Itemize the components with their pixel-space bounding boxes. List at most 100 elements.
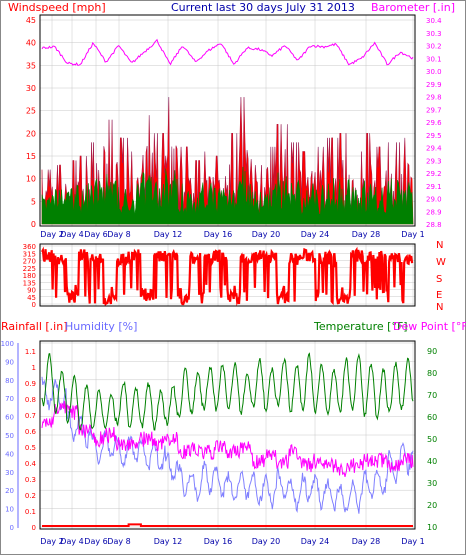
humidity-tick-label: 90	[5, 358, 14, 366]
panel1-frame	[39, 14, 416, 227]
humidity-tick-label: 80	[5, 377, 14, 385]
barometer-tick-label: 30.1	[426, 55, 442, 63]
windspeed-tick-label: 45	[26, 16, 36, 25]
rainfall-ticks: 0 0.1 0.2 0.3 0.4 0.5 0.6 0.7 0.8 0.9 1 1.1	[25, 348, 37, 532]
x-tick-label: Day 24	[301, 230, 330, 239]
compass-label: W	[436, 257, 446, 268]
direction-tick-label: 135	[23, 279, 36, 287]
x-tick-label: Day 28	[352, 537, 381, 546]
windspeed-tick-label: 10	[26, 175, 36, 184]
x-tick-label: Day 16	[204, 537, 233, 546]
temperature-axis-label: Temperature [°F]	[313, 320, 408, 333]
temperature-tick-label: 80	[427, 369, 437, 378]
barometer-tick-label: 30.3	[426, 30, 442, 38]
panel3-frame	[39, 340, 416, 530]
x-tick-label: Day 2	[40, 537, 63, 546]
humidity-tick-label: 0	[10, 524, 14, 532]
barometer-tick-label: 30.0	[426, 68, 442, 76]
barometer-tick-label: 29.0	[426, 196, 442, 204]
humidity-tick-label: 100	[1, 340, 14, 348]
barometer-tick-label: 29.3	[426, 157, 442, 165]
rainfall-tick-label: 0	[32, 524, 36, 532]
rainfall-tick-label: 0.7	[25, 412, 36, 420]
humidity-series	[41, 376, 414, 514]
compass-label: N	[436, 240, 443, 251]
rainfall-tick-label: 0.3	[25, 476, 36, 484]
direction-tick-label: 315	[23, 250, 36, 258]
humidity-tick-label: 50	[5, 432, 14, 440]
x-tick-label: Day 8	[107, 230, 130, 239]
humidity-tick-label: 70	[5, 395, 14, 403]
temperature-series	[41, 352, 414, 431]
chart-title: Current last 30 days July 31 2013	[171, 1, 355, 14]
windspeed-green-series	[41, 166, 414, 225]
x-tick-label: Day 20	[252, 230, 281, 239]
panel2-marks	[41, 246, 414, 307]
humidity-tick-label: 40	[5, 450, 14, 458]
barometer-axis-label: Barometer [.in]	[371, 1, 455, 14]
humidity-tick-label: 30	[5, 469, 14, 477]
barometer-series	[41, 38, 414, 66]
rainfall-tick-label: 1	[32, 364, 36, 372]
barometer-tick-label: 30.4	[426, 17, 442, 25]
barometer-tick-label: 28.9	[426, 208, 442, 216]
temperature-ticks: 10 20 30 40 50 60 70 80 90	[427, 347, 437, 532]
temperature-tick-label: 20	[427, 501, 437, 510]
wind-direction-series	[41, 246, 414, 307]
rainfall-tick-label: 0.8	[25, 396, 36, 404]
humidity-tick-label: 20	[5, 487, 14, 495]
rainfall-tick-label: 0.4	[25, 460, 37, 468]
x-tick-label: Day 20	[252, 537, 281, 546]
barometer-tick-label: 29.7	[426, 106, 442, 114]
rainfall-tick-label: 0.9	[25, 380, 36, 388]
rainfall-tick-label: 0.6	[25, 428, 37, 436]
windspeed-tick-label: 35	[26, 61, 36, 70]
direction-tick-label: 0	[32, 301, 36, 309]
x-tick-label: Day 4	[60, 537, 83, 546]
x-tick-label: Day 6	[84, 230, 107, 239]
barometer-tick-label: 30.2	[426, 43, 442, 51]
temperature-tick-label: 10	[427, 523, 437, 532]
direction-tick-label: 180	[23, 272, 36, 280]
x-tick-label: Day 24	[301, 537, 330, 546]
dewpoint-series	[41, 400, 414, 478]
windspeed-tick-label: 0	[31, 220, 36, 229]
dewpoint-axis-label: Dew Point [°F]	[393, 320, 466, 333]
compass-label: E	[436, 290, 442, 301]
x-tick-label: Day 28	[352, 230, 381, 239]
barometer-tick-label: 29.4	[426, 145, 442, 153]
windspeed-tick-label: 5	[31, 197, 36, 206]
rainfall-tick-label: 0.2	[25, 492, 36, 500]
x-tick-label: Day 6	[84, 537, 107, 546]
barometer-tick-label: 29.1	[426, 183, 442, 191]
rainfall-series	[42, 523, 413, 527]
humidity-tick-label: 10	[5, 506, 14, 514]
windspeed-tick-label: 15	[26, 152, 36, 161]
x-tick-label: Day 12	[154, 537, 183, 546]
windspeed-ticks: 0 5 10 15 20 25 30 35 40 45	[26, 16, 36, 229]
direction-tick-label: 360	[23, 243, 36, 251]
windspeed-axis-label: Windspeed [mph]	[8, 1, 106, 14]
rainfall-tick-label: 1.1	[25, 348, 36, 356]
x-tick-label: Day 1	[401, 230, 424, 239]
rainfall-axis-label: Rainfall [.in]	[1, 320, 68, 333]
x-tick-label: Day 2	[40, 230, 63, 239]
barometer-tick-label: 29.6	[426, 119, 442, 127]
direction-tick-label: 225	[23, 265, 36, 273]
panel1-marks	[41, 38, 414, 225]
x-tick-label: Day 16	[204, 230, 233, 239]
compass-label: S	[436, 274, 442, 285]
windspeed-tick-label: 25	[26, 107, 36, 116]
rainfall-tick-label: 0.5	[25, 444, 36, 452]
temperature-tick-label: 50	[427, 435, 437, 444]
barometer-tick-label: 29.2	[426, 170, 442, 178]
barometer-tick-label: 29.5	[426, 132, 442, 140]
humidity-tick-label: 60	[5, 414, 14, 422]
barometer-tick-label: 29.8	[426, 94, 442, 102]
panel3-marks	[41, 352, 414, 527]
humidity-ticks: 0 10 20 30 40 50 60 70 80 90 100	[1, 340, 14, 532]
